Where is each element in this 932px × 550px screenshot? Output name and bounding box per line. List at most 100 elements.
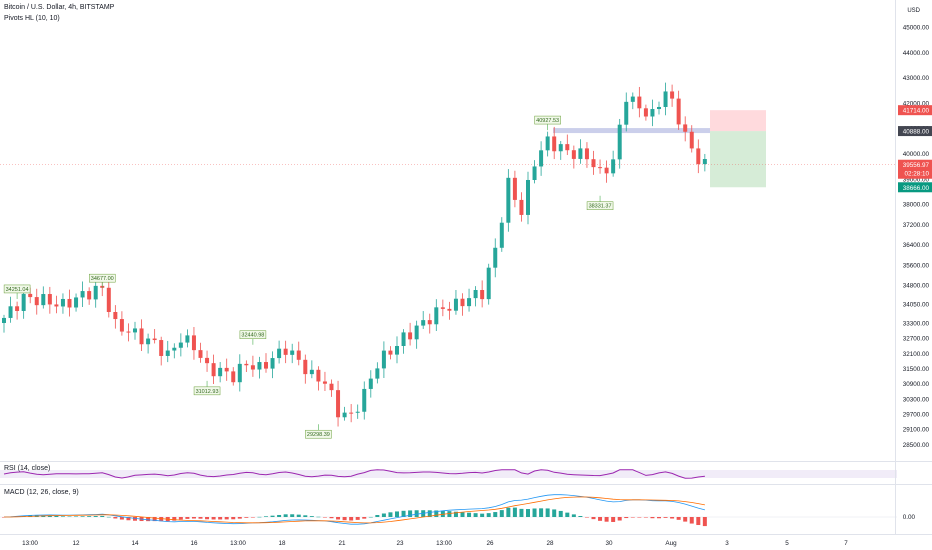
macd-histogram-bar xyxy=(303,515,307,517)
macd-histogram-bar xyxy=(683,517,687,522)
pivot-label: 32440.98 xyxy=(241,333,264,339)
candle-body xyxy=(696,148,700,164)
candle-body xyxy=(461,299,465,306)
price-tick-label: 38000.00 xyxy=(903,202,930,209)
macd-histogram-bar xyxy=(61,516,65,517)
macd-histogram-bar xyxy=(578,516,582,517)
pivot-label: 34677.00 xyxy=(91,276,114,282)
macd-histogram-bar xyxy=(650,517,654,518)
price-tick-label: 30300.00 xyxy=(903,396,930,403)
candle-body xyxy=(133,328,137,332)
candle-body xyxy=(120,319,124,332)
macd-histogram-bar xyxy=(185,517,189,519)
candle-body xyxy=(284,349,288,355)
price-tick-label: 43000.00 xyxy=(903,75,930,82)
macd-histogram-bar xyxy=(487,513,491,517)
last-price-badge: 39556.97 xyxy=(903,162,930,169)
macd-histogram-bar xyxy=(493,512,497,517)
macd-histogram-bar xyxy=(526,509,530,517)
candle-body xyxy=(552,136,556,151)
candle-body xyxy=(271,358,275,369)
macd-histogram-bar xyxy=(369,517,373,518)
macd-histogram-bar xyxy=(565,513,569,517)
candle-body xyxy=(146,339,150,345)
rsi-pane-separator[interactable] xyxy=(0,461,932,462)
macd-histogram-bar xyxy=(677,517,681,520)
macd-histogram-bar xyxy=(330,517,334,518)
price-tick-label: 28500.00 xyxy=(903,442,930,449)
candle-body xyxy=(690,132,694,149)
time-tick-label: 28 xyxy=(546,540,554,547)
candle-body xyxy=(218,368,222,376)
candle-body xyxy=(703,159,707,164)
macd-histogram-bar xyxy=(231,517,235,519)
stop-price-badge: 41714.00 xyxy=(903,108,930,115)
time-tick-label: 18 xyxy=(278,540,286,547)
candle-body xyxy=(624,102,628,125)
candle-body xyxy=(2,318,6,323)
take-profit-zone xyxy=(710,131,766,187)
price-tick-label: 45000.00 xyxy=(903,25,930,32)
time-tick-label: 13:00 xyxy=(436,540,452,547)
candle-body xyxy=(61,299,65,306)
indicator-legend[interactable]: Pivots HL (10, 10) xyxy=(4,15,60,22)
candle-body xyxy=(9,306,13,318)
pivot-label: 38331.37 xyxy=(589,204,612,210)
macd-histogram-bar xyxy=(598,517,602,521)
candle-body xyxy=(54,304,58,306)
candle-body xyxy=(513,178,517,200)
time-tick-label: 16 xyxy=(190,540,198,547)
macd-histogram-bar xyxy=(179,517,183,520)
candle-body xyxy=(605,168,609,174)
macd-histogram-bar xyxy=(605,517,609,522)
macd-histogram-bar xyxy=(670,517,674,519)
candle-body xyxy=(81,291,85,297)
price-tick-label: 36400.00 xyxy=(903,242,930,249)
time-tick-label: 3 xyxy=(725,540,729,547)
macd-histogram-bar xyxy=(225,517,229,519)
pivot-label: 40927.53 xyxy=(536,118,559,124)
macd-legend[interactable]: MACD (12, 26, close, 9) xyxy=(4,489,79,496)
macd-histogram-bar xyxy=(68,516,72,517)
candle-body xyxy=(205,358,209,363)
candle-body xyxy=(644,108,648,116)
candle-body xyxy=(303,360,307,374)
candle-body xyxy=(330,384,334,390)
candle-body xyxy=(87,291,91,299)
candle-body xyxy=(185,335,189,342)
macd-histogram-bar xyxy=(696,517,700,525)
macd-histogram-bar xyxy=(356,517,360,520)
macd-histogram-bar xyxy=(559,511,563,517)
price-tick-label: 32100.00 xyxy=(903,351,930,358)
macd-histogram-bar xyxy=(271,516,275,517)
macd-histogram-bar xyxy=(664,517,668,518)
macd-histogram-bar xyxy=(323,517,327,518)
macd-histogram-bar xyxy=(585,517,589,518)
macd-histogram-bar xyxy=(644,517,648,518)
candle-body xyxy=(480,290,484,299)
price-tick-label: 34050.00 xyxy=(903,302,930,309)
chart-title[interactable]: Bitcoin / U.S. Dollar, 4h, BITSTAMP xyxy=(4,4,114,11)
macd-histogram-bar xyxy=(212,517,216,519)
macd-pane-separator[interactable] xyxy=(0,484,932,485)
target-price-badge: 38666.00 xyxy=(903,185,930,192)
entry-price-badge: 40888.00 xyxy=(903,129,930,136)
candle-body xyxy=(48,294,52,304)
time-tick-label: 14 xyxy=(131,540,139,547)
candle-body xyxy=(225,368,229,372)
candle-body xyxy=(323,381,327,383)
macd-histogram-bar xyxy=(199,517,203,519)
candle-body xyxy=(670,91,674,98)
candle-body xyxy=(441,307,445,309)
candle-body xyxy=(677,99,681,125)
candle-body xyxy=(199,350,203,358)
time-tick-label: 23 xyxy=(396,540,404,547)
macd-histogram-bar xyxy=(362,517,366,519)
candle-body xyxy=(493,248,497,268)
rsi-legend[interactable]: RSI (14, close) xyxy=(4,465,50,472)
macd-histogram-bar xyxy=(264,516,268,517)
macd-histogram-bar xyxy=(284,514,288,517)
candle-body xyxy=(107,288,111,312)
